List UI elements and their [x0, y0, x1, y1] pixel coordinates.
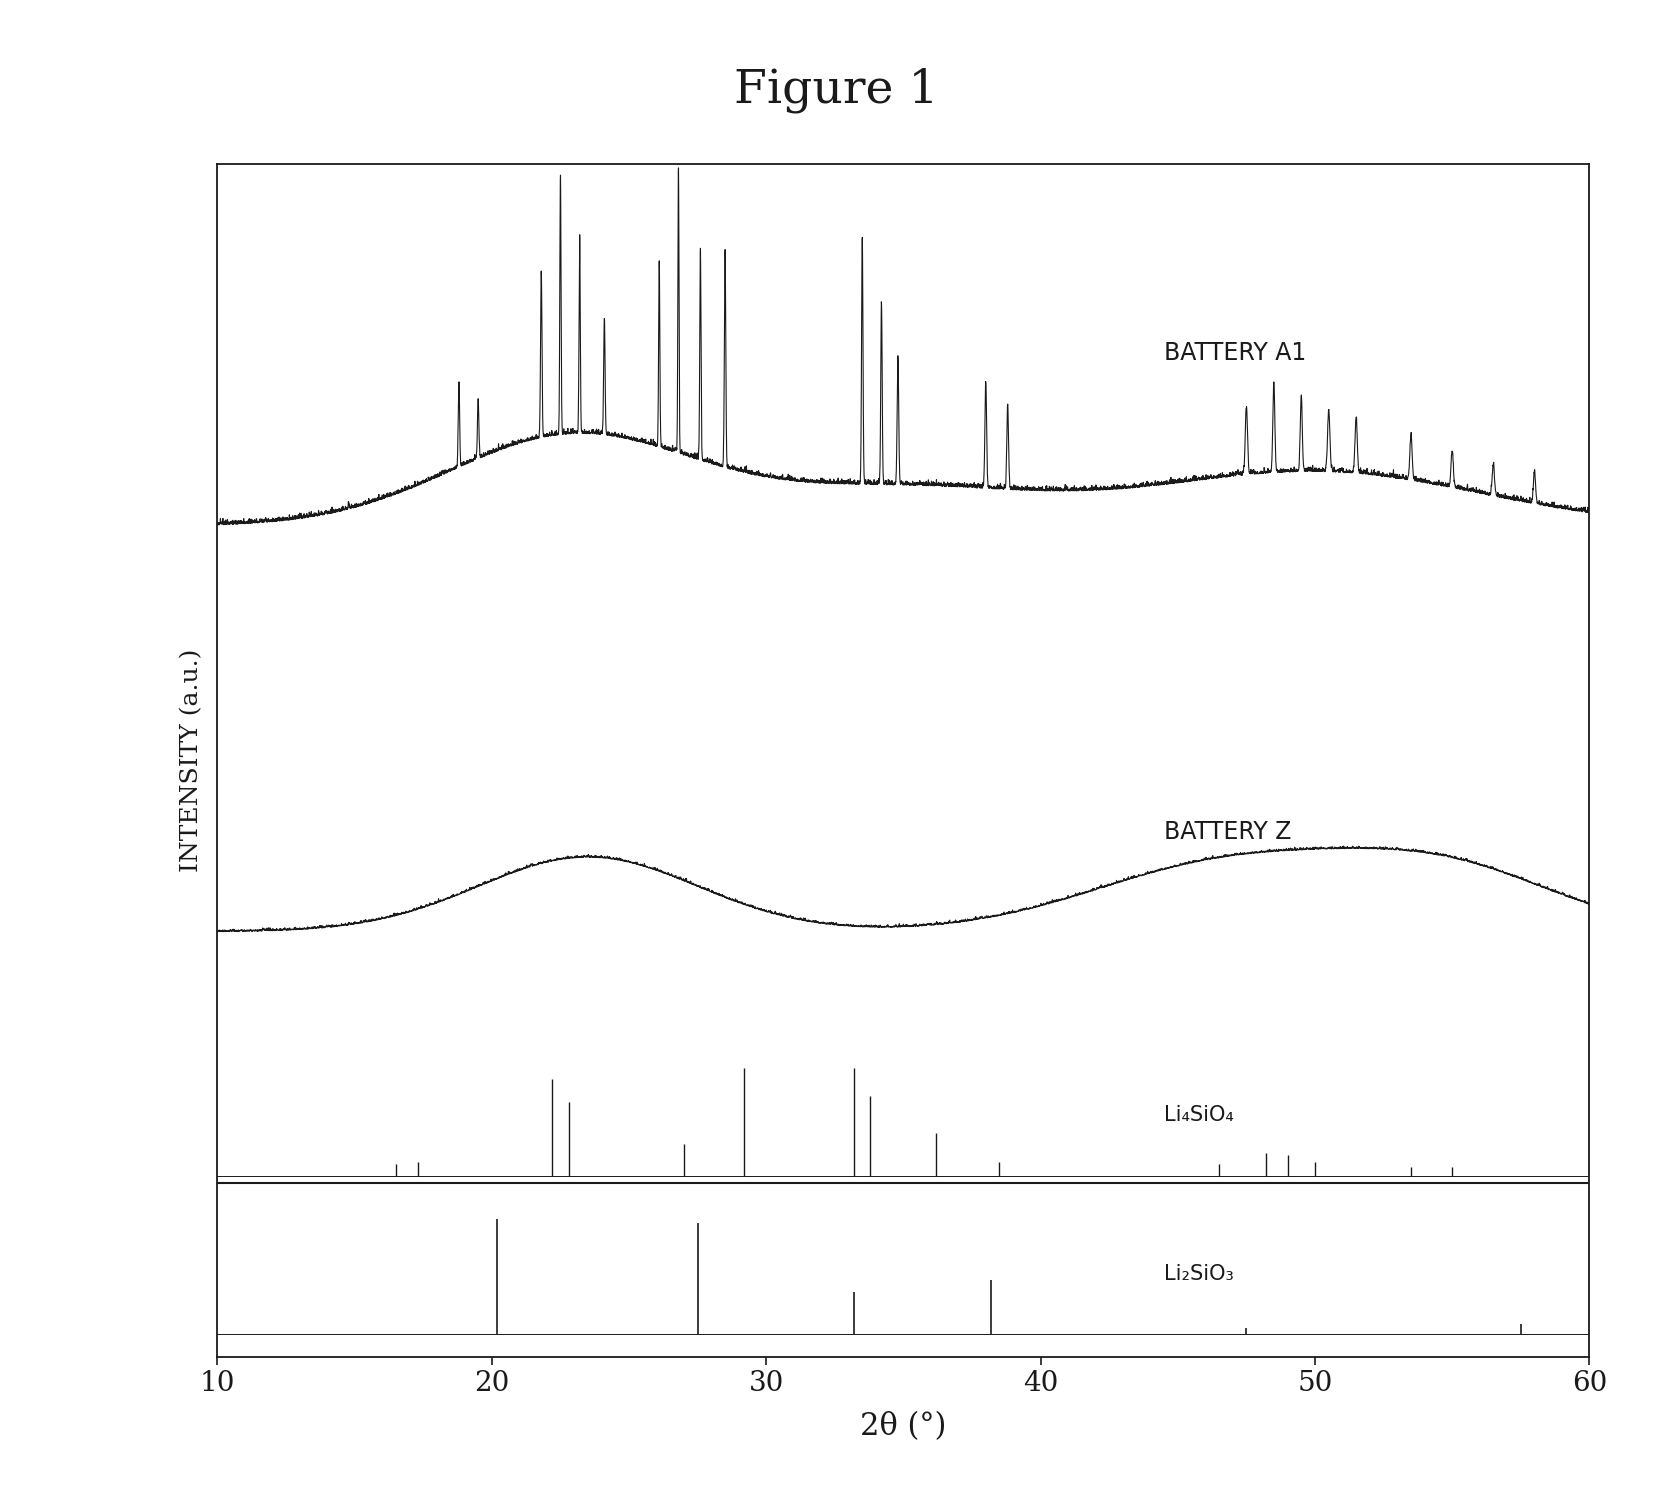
Text: Figure 1: Figure 1	[734, 67, 939, 113]
Text: BATTERY A1: BATTERY A1	[1164, 341, 1307, 365]
Text: Li₄SiO₄: Li₄SiO₄	[1164, 1105, 1233, 1126]
Text: BATTERY Z: BATTERY Z	[1164, 820, 1292, 844]
X-axis label: 2θ (°): 2θ (°)	[860, 1410, 947, 1442]
Text: Li₂SiO₃: Li₂SiO₃	[1164, 1264, 1233, 1284]
Y-axis label: INTENSITY (a.u.): INTENSITY (a.u.)	[181, 649, 204, 872]
